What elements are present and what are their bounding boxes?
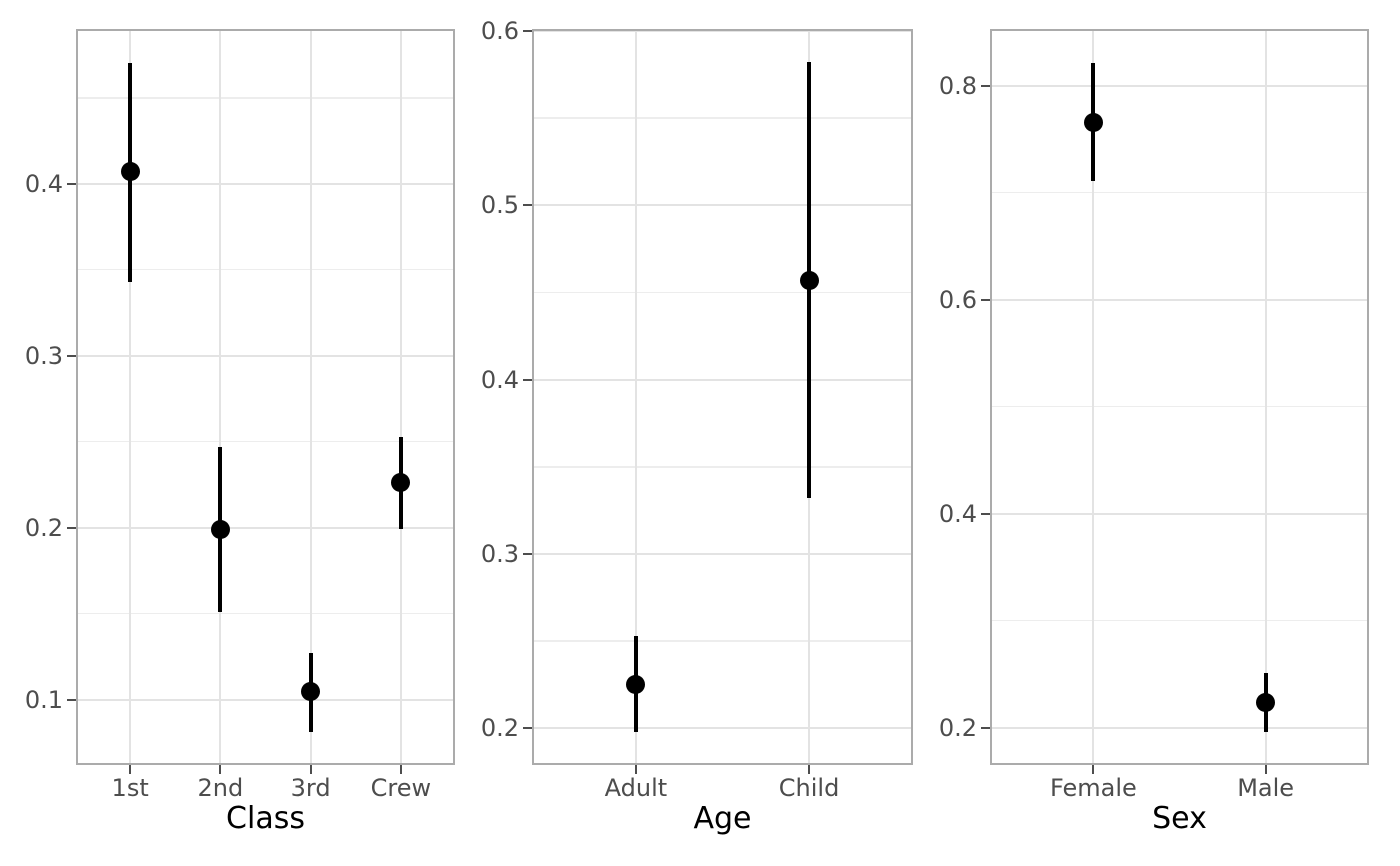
x-axis-tick-label: 1st	[111, 774, 149, 802]
x-axis-tick-label: Male	[1237, 774, 1295, 802]
gridline-major-horizontal	[76, 698, 455, 701]
y-axis-tick-mark	[523, 552, 532, 555]
y-axis-tick-label: 0.2	[24, 513, 63, 542]
x-axis-tick-mark	[1092, 765, 1095, 774]
gridline-major-horizontal	[990, 512, 1369, 515]
y-axis-tick-label: 0.4	[938, 499, 977, 528]
gridline-minor-horizontal	[76, 440, 455, 443]
y-axis-tick-label: 0.2	[938, 713, 977, 742]
y-axis-tick-mark	[981, 298, 990, 301]
panel-border	[532, 29, 913, 765]
x-axis-tick-mark	[1264, 765, 1267, 774]
y-axis-tick-label: 0.6	[480, 16, 519, 45]
x-axis-tick-mark	[634, 765, 637, 774]
y-axis-tick-label: 0.8	[938, 71, 977, 100]
gridline-major-horizontal	[990, 84, 1369, 87]
x-axis-title: Sex	[1152, 801, 1207, 836]
gridline-major-vertical	[1264, 29, 1267, 765]
point-estimate-dot	[1083, 112, 1103, 132]
gridline-minor-horizontal	[76, 97, 455, 99]
gridline-major-horizontal	[532, 378, 913, 381]
x-axis-tick-label: 3rd	[290, 774, 331, 802]
point-estimate-dot	[120, 162, 140, 182]
gridline-major-horizontal	[990, 726, 1369, 729]
point-estimate-dot	[391, 473, 411, 493]
y-axis-tick-mark	[67, 182, 76, 185]
y-axis-tick-mark	[981, 726, 990, 729]
panel-border	[990, 29, 1369, 765]
point-estimate-dot	[626, 675, 646, 695]
y-axis-tick-mark	[523, 727, 532, 730]
panel-border	[76, 29, 455, 765]
y-axis-tick-mark	[523, 204, 532, 207]
y-axis-tick-label: 0.3	[480, 539, 519, 568]
gridline-major-horizontal	[532, 204, 913, 207]
gridline-major-vertical	[129, 29, 132, 765]
point-estimate-dot	[301, 681, 321, 701]
y-axis-tick-label: 0.4	[480, 365, 519, 394]
gridline-major-horizontal	[76, 182, 455, 185]
y-axis-tick-label: 0.5	[480, 191, 519, 220]
y-axis-tick-label: 0.1	[24, 685, 63, 714]
gridline-minor-horizontal	[532, 466, 913, 468]
gridline-minor-horizontal	[990, 619, 1369, 622]
gridline-major-horizontal	[76, 354, 455, 357]
x-axis-tick-mark	[808, 765, 811, 774]
gridline-major-vertical	[1092, 29, 1095, 765]
y-axis-tick-mark	[981, 84, 990, 87]
gridline-major-horizontal	[532, 552, 913, 555]
gridline-minor-horizontal	[76, 268, 455, 271]
x-axis-title: Class	[226, 801, 305, 836]
gridline-major-horizontal	[532, 727, 913, 730]
point-estimate-dot	[799, 270, 819, 290]
x-axis-tick-label: Female	[1049, 774, 1137, 802]
y-axis-tick-label: 0.4	[24, 169, 63, 198]
x-axis-tick-label: Child	[778, 774, 840, 802]
gridline-major-horizontal	[990, 298, 1369, 301]
gridline-minor-horizontal	[532, 117, 913, 119]
y-axis-tick-mark	[523, 378, 532, 381]
gridline-major-vertical	[219, 29, 222, 765]
x-axis-tick-mark	[219, 765, 222, 774]
x-axis-tick-label: Adult	[604, 774, 668, 802]
gridline-major-vertical	[309, 29, 312, 765]
y-axis-tick-mark	[523, 29, 532, 32]
x-axis-tick-mark	[399, 765, 402, 774]
gridline-minor-horizontal	[532, 640, 913, 642]
point-estimate-dot	[1256, 693, 1276, 713]
gridline-major-vertical	[634, 29, 637, 765]
y-axis-tick-label: 0.2	[480, 714, 519, 743]
x-axis-tick-label: Crew	[370, 774, 432, 802]
gridline-major-horizontal	[76, 526, 455, 529]
gridline-minor-horizontal	[532, 291, 913, 294]
x-axis-tick-mark	[129, 765, 132, 774]
gridline-minor-horizontal	[990, 405, 1369, 408]
x-axis-tick-mark	[309, 765, 312, 774]
gridline-minor-horizontal	[76, 612, 455, 615]
y-axis-tick-label: 0.6	[938, 285, 977, 314]
x-axis-title: Age	[693, 801, 752, 836]
y-axis-tick-mark	[67, 526, 76, 529]
y-axis-tick-mark	[67, 354, 76, 357]
gridline-minor-horizontal	[990, 191, 1369, 194]
y-axis-tick-mark	[67, 698, 76, 701]
y-axis-tick-label: 0.3	[24, 341, 63, 370]
point-estimate-dot	[210, 519, 230, 539]
x-axis-tick-label: 2nd	[197, 774, 244, 802]
gridline-major-vertical	[399, 29, 402, 765]
y-axis-tick-mark	[981, 512, 990, 515]
